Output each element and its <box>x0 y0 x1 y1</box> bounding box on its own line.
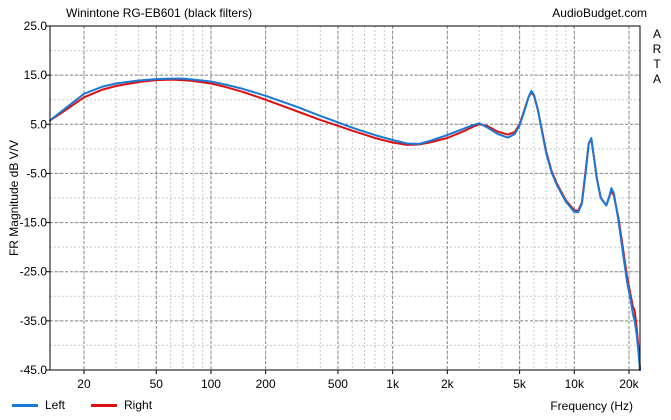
source-label: AudioBudget.com <box>552 6 647 20</box>
y-tick-label: -25.0 <box>20 265 48 279</box>
y-axis-label: FR Magnitude dB V/V <box>7 139 21 257</box>
x-tick-label: 20k <box>619 377 639 391</box>
x-tick-label: 20 <box>77 377 91 391</box>
y-tick-label: 5.0 <box>30 117 47 131</box>
x-tick-label: 1k <box>386 377 400 391</box>
x-tick-label: 200 <box>256 377 276 391</box>
series-line-left <box>49 77 641 371</box>
x-tick-labels: 20 50 100 200 500 1k 2k 5k 10k 20k <box>77 377 639 391</box>
x-tick-label: 2k <box>441 377 455 391</box>
legend-item-right: Right <box>91 398 152 412</box>
y-tick-labels: 25.0 15.0 5.0 -5.0 -15.0 -25.0 -35.0 -45.0 <box>20 19 48 377</box>
software-label-letter: R <box>652 42 662 56</box>
x-tick-label: 50 <box>150 377 164 391</box>
software-label-letter: A <box>652 72 661 86</box>
series-lines <box>49 77 641 371</box>
y-tick-label: -45.0 <box>20 363 48 377</box>
software-label: A R T A <box>650 27 664 87</box>
chart-title: Winintone RG-EB601 (black filters) <box>66 6 253 20</box>
legend-swatch-left <box>12 403 38 407</box>
x-tick-label: 10k <box>565 377 585 391</box>
y-tick-label: -15.0 <box>20 216 48 230</box>
minor-gridlines <box>50 26 640 370</box>
y-tick-label: -5.0 <box>26 166 47 180</box>
legend-label-right: Right <box>124 398 153 412</box>
y-tick-label: 15.0 <box>24 68 48 82</box>
tick-marks <box>46 25 630 374</box>
y-tick-label: 25.0 <box>24 19 48 33</box>
legend-label-left: Left <box>45 398 66 412</box>
legend-swatch-right <box>91 403 118 407</box>
x-tick-label: 5k <box>513 377 527 391</box>
x-tick-label: 100 <box>201 377 221 391</box>
legend: Left Right <box>12 398 178 412</box>
software-label-letter: A <box>652 27 661 41</box>
x-axis-label: Frequency (Hz) <box>550 399 633 413</box>
x-tick-label: 500 <box>328 377 348 391</box>
legend-item-left: Left <box>12 398 65 412</box>
plot-frame <box>49 25 641 371</box>
software-label-letter: T <box>653 57 661 71</box>
y-tick-label: -35.0 <box>20 314 48 328</box>
